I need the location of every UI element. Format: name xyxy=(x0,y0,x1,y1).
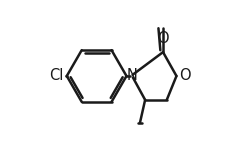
Text: O: O xyxy=(157,31,169,46)
Text: O: O xyxy=(179,69,190,83)
Text: N: N xyxy=(126,69,137,83)
Text: Cl: Cl xyxy=(49,69,63,83)
